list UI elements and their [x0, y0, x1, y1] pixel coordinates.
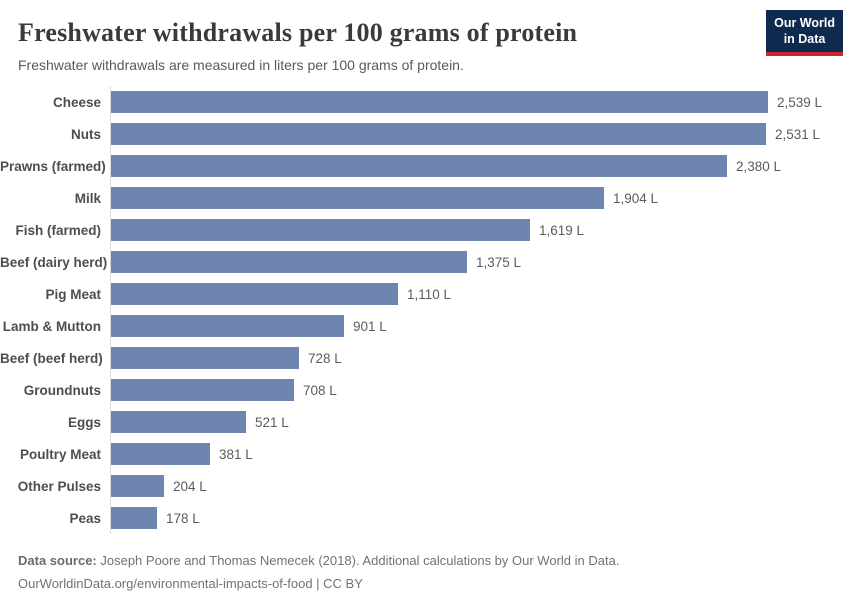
- category-label: Cheese: [52, 94, 101, 110]
- category-label: Prawns (farmed): [0, 158, 106, 174]
- data-source-line: Data source: Joseph Poore and Thomas Nem…: [18, 550, 850, 573]
- bar[interactable]: [111, 379, 294, 401]
- value-label: 1,375 L: [476, 254, 522, 270]
- bar-track: 521 L: [110, 406, 850, 438]
- bar[interactable]: [111, 443, 210, 465]
- bar-row: Other Pulses 204 L: [0, 470, 850, 502]
- category-label: Eggs: [67, 414, 101, 430]
- bar-row: Lamb & Mutton 901 L: [0, 310, 850, 342]
- bar-track: 901 L: [110, 310, 850, 342]
- owid-logo[interactable]: Our World in Data: [766, 10, 843, 57]
- bar-row: Fish (farmed) 1,619 L: [0, 214, 850, 246]
- value-label: 2,539 L: [777, 94, 823, 110]
- data-source-label: Data source:: [18, 553, 97, 568]
- bar[interactable]: [111, 411, 246, 433]
- category-label: Pig Meat: [45, 286, 101, 302]
- category-label: Beef (dairy herd): [0, 254, 108, 270]
- bar[interactable]: [111, 187, 604, 209]
- category-label: Nuts: [71, 126, 101, 142]
- bar[interactable]: [111, 283, 398, 305]
- owid-logo-line1: Our World: [774, 16, 835, 30]
- bar[interactable]: [111, 507, 157, 529]
- bar[interactable]: [111, 475, 164, 497]
- bar-track: 2,539 L: [110, 86, 850, 118]
- value-label: 204 L: [173, 478, 207, 494]
- category-label: Groundnuts: [23, 382, 101, 398]
- bar[interactable]: [111, 251, 467, 273]
- chart-subtitle: Freshwater withdrawals are measured in l…: [18, 57, 464, 73]
- bar-row: Eggs 521 L: [0, 406, 850, 438]
- bar-track: 1,110 L: [110, 278, 850, 310]
- value-label: 521 L: [255, 414, 289, 430]
- category-label: Fish (farmed): [15, 222, 101, 238]
- bar-row: Groundnuts 708 L: [0, 374, 850, 406]
- bar-row: Beef (dairy herd) 1,375 L: [0, 246, 850, 278]
- data-source-text: Joseph Poore and Thomas Nemecek (2018). …: [96, 553, 620, 568]
- bar-track: 204 L: [110, 470, 850, 502]
- bar-track: 178 L: [110, 502, 850, 534]
- bar[interactable]: [111, 219, 530, 241]
- url-license-line: OurWorldinData.org/environmental-impacts…: [18, 575, 363, 591]
- bar-row: Cheese 2,539 L: [0, 86, 850, 118]
- value-label: 1,619 L: [539, 222, 585, 238]
- chart-header: Freshwater withdrawals per 100 grams of …: [0, 0, 850, 74]
- owid-logo-line2: in Data: [783, 31, 826, 46]
- value-label: 2,531 L: [775, 126, 821, 142]
- category-label: Beef (beef herd): [0, 350, 103, 366]
- bar-track: 1,904 L: [110, 182, 850, 214]
- bar[interactable]: [111, 315, 344, 337]
- value-label: 178 L: [166, 510, 200, 526]
- bar-row: Pig Meat 1,110 L: [0, 278, 850, 310]
- bar-track: 1,619 L: [110, 214, 850, 246]
- category-label: Lamb & Mutton: [2, 318, 101, 334]
- bar-row: Nuts 2,531 L: [0, 118, 850, 150]
- bar-row: Prawns (farmed) 2,380 L: [0, 150, 850, 182]
- value-label: 901 L: [353, 318, 387, 334]
- bar-row: Beef (beef herd) 728 L: [0, 342, 850, 374]
- category-label: Poultry Meat: [19, 446, 101, 462]
- value-label: 708 L: [303, 382, 337, 398]
- category-label: Milk: [74, 190, 101, 206]
- bar-track: 2,380 L: [110, 150, 850, 182]
- bar-row: Poultry Meat 381 L: [0, 438, 850, 470]
- bar-row: Peas 178 L: [0, 502, 850, 534]
- bar-chart: Cheese 2,539 L Nuts 2,531 L Prawns (farmed) 2…: [0, 86, 850, 534]
- chart-footer: Data source: Joseph Poore and Thomas Nem…: [0, 550, 850, 596]
- bar[interactable]: [111, 123, 766, 145]
- value-label: 2,380 L: [736, 158, 782, 174]
- chart-title: Freshwater withdrawals per 100 grams of …: [18, 18, 578, 47]
- value-label: 381 L: [219, 446, 253, 462]
- bar[interactable]: [111, 347, 299, 369]
- value-label: 728 L: [308, 350, 342, 366]
- bar-track: 728 L: [110, 342, 850, 374]
- category-label: Other Pulses: [17, 478, 101, 494]
- bar-track: 1,375 L: [110, 246, 850, 278]
- category-label: Peas: [69, 510, 101, 526]
- bar[interactable]: [111, 155, 727, 177]
- bar-track: 708 L: [110, 374, 850, 406]
- bar-track: 2,531 L: [110, 118, 850, 150]
- value-label: 1,110 L: [407, 286, 452, 302]
- value-label: 1,904 L: [613, 190, 659, 206]
- bar[interactable]: [111, 91, 768, 113]
- bar-row: Milk 1,904 L: [0, 182, 850, 214]
- bar-track: 381 L: [110, 438, 850, 470]
